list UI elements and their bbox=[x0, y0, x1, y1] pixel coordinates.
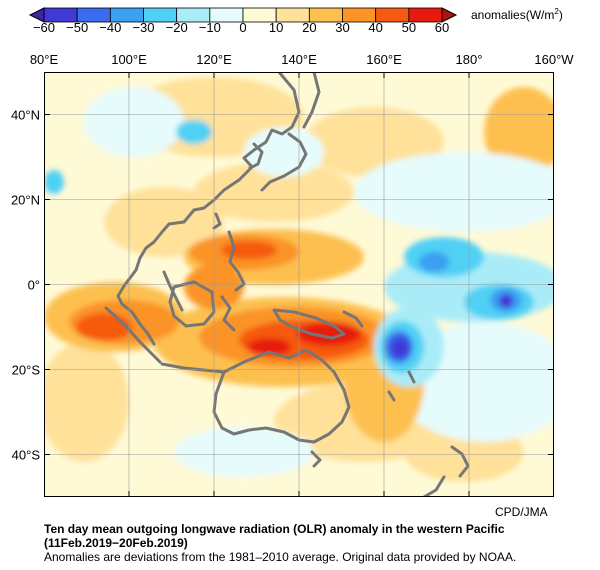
latitude-label: 0° bbox=[27, 277, 40, 292]
colorbar-tick-label: 40 bbox=[368, 20, 383, 35]
colorbar-tick-label: 10 bbox=[268, 20, 284, 35]
colorbar-tick-label: −40 bbox=[99, 20, 122, 35]
figure-title: Ten day mean outgoing longwave radiation… bbox=[44, 522, 505, 536]
colorbar-tick-label: −20 bbox=[165, 20, 188, 35]
credit-label: CPD/JMA bbox=[495, 505, 548, 519]
colorbar bbox=[28, 7, 458, 23]
colorbar-tick-label: 0 bbox=[239, 20, 247, 35]
longitude-label: 160°W bbox=[534, 52, 574, 67]
colorbar-tick-label: −10 bbox=[198, 20, 221, 35]
longitude-label: 100°E bbox=[111, 52, 147, 67]
colorbar-tick-label: −60 bbox=[32, 20, 56, 35]
colorbar-tick-label: 60 bbox=[434, 20, 450, 35]
latitude-label: 40°N bbox=[10, 107, 40, 122]
colorbar-right-arrow bbox=[441, 7, 458, 23]
colorbar-tick-label: −30 bbox=[132, 20, 155, 35]
colorbar-tick-label: 50 bbox=[401, 20, 417, 35]
colorbar-tick-label: 20 bbox=[302, 20, 317, 35]
colorbar-left-arrow bbox=[28, 7, 45, 23]
longitude-label: 80°E bbox=[29, 52, 59, 67]
latitude-label: 20°N bbox=[10, 192, 40, 207]
coastlines bbox=[104, 72, 470, 497]
colorbar-boxes bbox=[43, 7, 443, 23]
longitude-label: 120°E bbox=[196, 52, 232, 67]
longitude-label: 140°E bbox=[281, 52, 317, 67]
graticule bbox=[44, 72, 554, 497]
figure-note: Anomalies are deviations from the 1981–2… bbox=[44, 550, 517, 564]
latitude-label: 40°S bbox=[11, 447, 40, 462]
longitude-label: 180° bbox=[455, 52, 483, 67]
latitude-label: 20°S bbox=[11, 362, 40, 377]
colorbar-tick-label: −50 bbox=[66, 20, 89, 35]
figure-period: (11Feb.2019−20Feb.2019) bbox=[44, 536, 188, 550]
units-label: anomalies(W/m2) bbox=[471, 7, 563, 22]
colorbar-tick-label: 30 bbox=[335, 20, 350, 35]
colorbar-tick-labels: −60 −50 −40 −30 −20 −10 0 10 20 30 40 50 60 bbox=[0, 20, 600, 38]
map-area bbox=[44, 72, 554, 497]
longitude-labels: 80°E 100°E 120°E 140°E 160°E 180° 160°W bbox=[0, 52, 600, 68]
longitude-label: 160°E bbox=[366, 52, 402, 67]
map-frame-ticks bbox=[44, 72, 554, 497]
